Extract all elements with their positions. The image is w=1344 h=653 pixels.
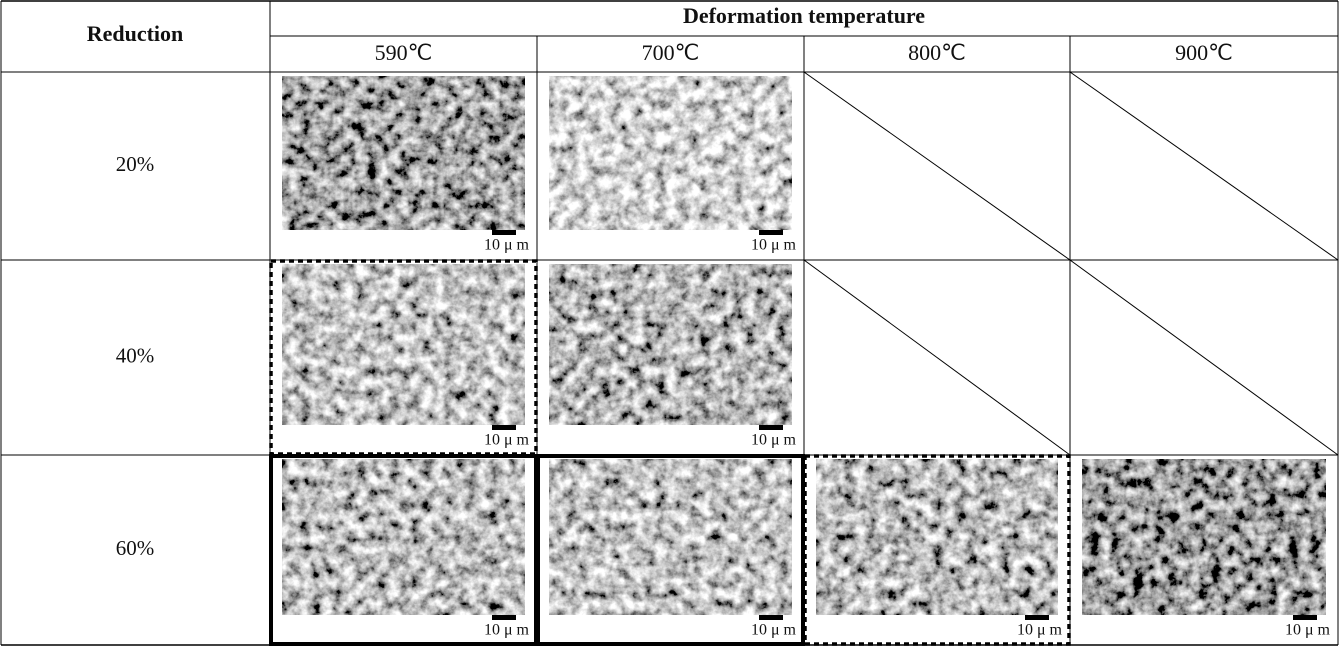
row-header: Reduction xyxy=(87,21,184,46)
scale-bar xyxy=(492,615,516,620)
micrograph xyxy=(1082,459,1326,615)
scale-label: 10 μ m xyxy=(484,432,530,449)
scale-label: 10 μ m xyxy=(484,237,530,254)
column-header: 900℃ xyxy=(1175,40,1233,65)
empty-cell-diagonal xyxy=(804,260,1070,455)
micrograph xyxy=(282,76,525,230)
group-header: Deformation temperature xyxy=(683,3,925,28)
scale-label: 10 μ m xyxy=(1285,622,1331,639)
column-header: 800℃ xyxy=(908,40,966,65)
scale-bar xyxy=(759,615,783,620)
empty-cell-diagonal xyxy=(1070,72,1338,260)
micrograph xyxy=(816,459,1058,615)
scale-label: 10 μ m xyxy=(751,237,797,254)
scale-label: 10 μ m xyxy=(1017,622,1063,639)
row-label: 20% xyxy=(116,152,155,176)
scale-bar xyxy=(492,425,516,430)
scale-bar xyxy=(1293,615,1317,620)
micrograph-table: Reduction Deformation temperature 590℃ 70… xyxy=(0,0,1344,648)
column-header: 590℃ xyxy=(375,40,433,65)
scale-bar xyxy=(759,230,783,235)
row-label: 40% xyxy=(116,343,155,367)
page: Reduction Deformation temperature 590℃ 70… xyxy=(0,0,1344,648)
micrograph xyxy=(282,264,525,425)
column-header: 700℃ xyxy=(642,40,700,65)
scale-label: 10 μ m xyxy=(751,432,797,449)
micrograph xyxy=(282,459,525,615)
scale-bar xyxy=(759,425,783,430)
micrograph xyxy=(549,76,792,230)
row-label: 60% xyxy=(116,536,155,560)
micrograph xyxy=(549,264,792,425)
scale-label: 10 μ m xyxy=(751,622,797,639)
empty-cell-diagonal xyxy=(804,72,1070,260)
empty-cell-diagonal xyxy=(1070,260,1338,455)
scale-bar xyxy=(1025,615,1049,620)
scale-bar xyxy=(492,230,516,235)
micrograph xyxy=(549,459,792,615)
scale-label: 10 μ m xyxy=(484,622,530,639)
